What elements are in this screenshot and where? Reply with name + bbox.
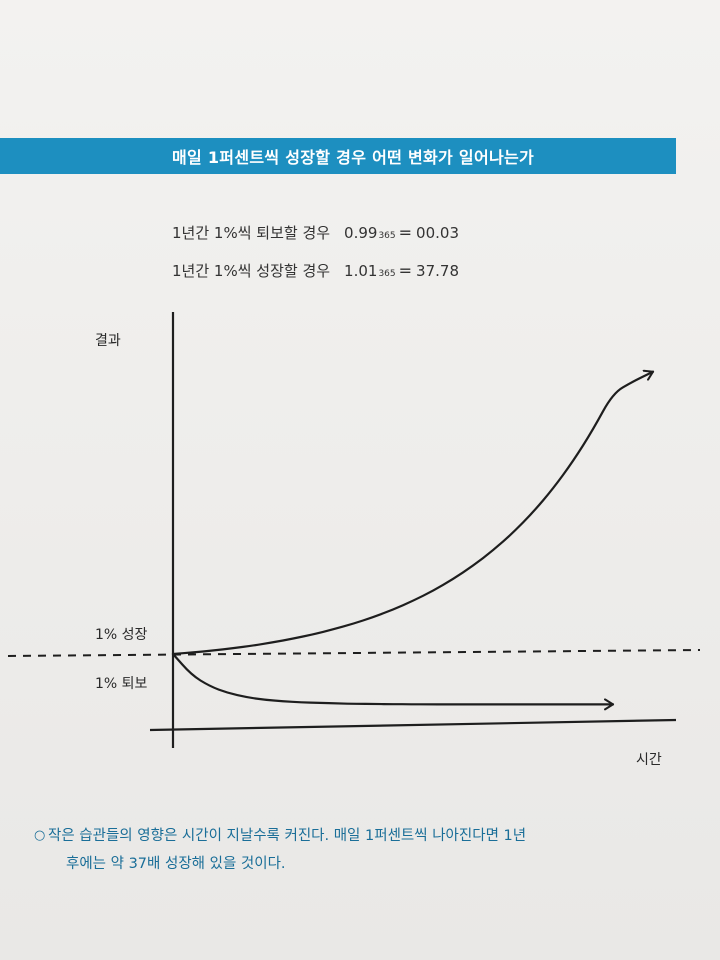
marker-label-decline: 1% 퇴보 bbox=[95, 676, 148, 692]
marker-label-growth: 1% 성장 bbox=[95, 627, 148, 643]
x-axis bbox=[149, 718, 677, 732]
formula-decline-equals: = bbox=[398, 223, 413, 242]
formula-decline-exponent: 365 bbox=[378, 231, 396, 241]
formula-growth-result: 37.78 bbox=[416, 262, 459, 280]
growth-chart: 결과 시간 1% 성장 1% 퇴보 bbox=[7, 312, 701, 768]
baseline-dashed-line bbox=[7, 649, 701, 657]
formula-growth-exponent: 365 bbox=[378, 269, 396, 279]
series-layer bbox=[171, 369, 655, 711]
series-line-growth bbox=[171, 369, 655, 656]
y-axis-label: 결과 bbox=[95, 333, 121, 349]
title-banner: 매일 1퍼센트씩 성장할 경우 어떤 변화가 일어나는가 bbox=[0, 138, 676, 174]
title-banner-background bbox=[0, 138, 676, 174]
formula-block: 1년간 1%씩 퇴보할 경우 0.99 365 = 00.03 1년간 1%씩 … bbox=[172, 222, 459, 298]
caption-bullet-icon: ○ bbox=[34, 828, 46, 843]
formula-decline-result: 00.03 bbox=[416, 224, 459, 242]
caption: ○ 작은 습관들의 영향은 시간이 지날수록 커진다. 매일 1퍼센트씩 나아진… bbox=[34, 822, 684, 878]
chart-title: 매일 1퍼센트씩 성장할 경우 어떤 변화가 일어나는가 bbox=[171, 148, 535, 167]
x-axis-label: 시간 bbox=[636, 752, 662, 768]
formula-growth: 1년간 1%씩 성장할 경우 1.01 365 = 37.78 bbox=[172, 260, 459, 298]
series-line-decline bbox=[171, 652, 615, 711]
formula-decline-base: 0.99 bbox=[344, 224, 378, 242]
formula-growth-equals: = bbox=[398, 261, 413, 280]
formula-decline-label: 1년간 1%씩 퇴보할 경우 bbox=[172, 224, 331, 242]
formula-growth-base: 1.01 bbox=[344, 262, 378, 280]
caption-line-1: 작은 습관들의 영향은 시간이 지날수록 커진다. 매일 1퍼센트씩 나아진다면… bbox=[48, 828, 527, 844]
formula-growth-label: 1년간 1%씩 성장할 경우 bbox=[172, 262, 331, 280]
caption-line-2: 후에는 약 37배 성장해 있을 것이다. bbox=[66, 856, 286, 872]
formula-decline: 1년간 1%씩 퇴보할 경우 0.99 365 = 00.03 bbox=[172, 222, 459, 260]
